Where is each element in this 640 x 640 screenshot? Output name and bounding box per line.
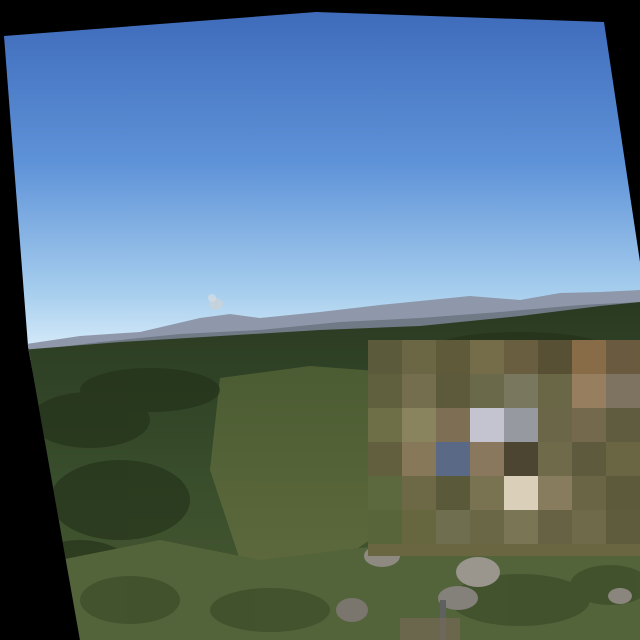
pixelated-region: [368, 340, 640, 556]
